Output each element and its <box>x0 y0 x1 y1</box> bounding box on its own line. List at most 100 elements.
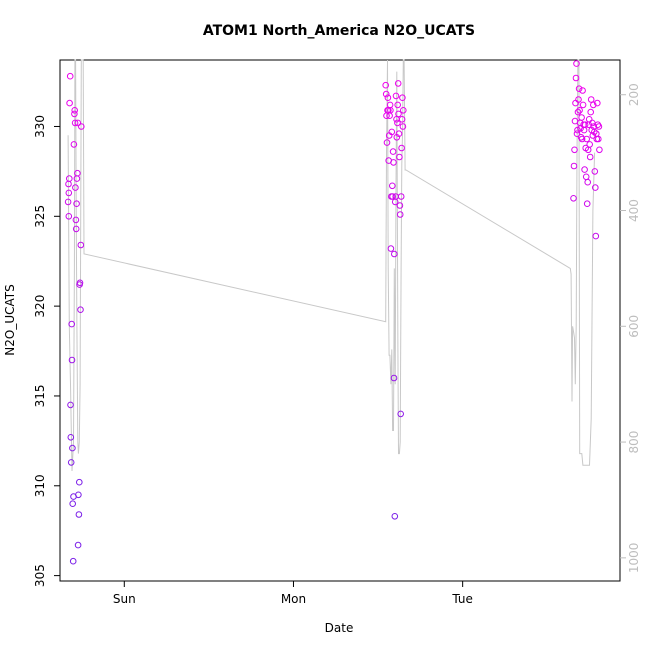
data-point <box>571 146 578 154</box>
data-point <box>578 135 586 143</box>
x-axis: Sun Mon Tue <box>113 581 473 606</box>
data-point <box>69 444 76 452</box>
data-point <box>573 130 581 137</box>
y-tick-label: 315 <box>33 385 47 408</box>
data-point <box>389 193 396 200</box>
data-point <box>399 123 407 130</box>
data-point <box>69 557 77 565</box>
data-point <box>383 139 391 146</box>
data-point <box>590 101 597 109</box>
data-point <box>78 123 85 130</box>
data-point <box>76 478 83 486</box>
data-point <box>587 96 595 103</box>
data-point <box>394 80 402 87</box>
data-point <box>396 153 403 161</box>
data-point <box>591 168 599 175</box>
data-point <box>395 130 403 137</box>
data-point <box>391 250 398 258</box>
data-point <box>574 108 582 116</box>
data-point <box>74 541 82 549</box>
data-point <box>596 146 603 154</box>
data-point <box>395 110 402 118</box>
data-point <box>399 94 406 101</box>
data-point <box>397 193 405 200</box>
data-point <box>589 132 597 139</box>
data-point <box>68 356 76 364</box>
data-point <box>392 92 400 100</box>
data-point <box>68 320 75 328</box>
data-point <box>570 162 578 170</box>
data-point <box>394 101 402 109</box>
data-point <box>66 72 74 80</box>
data-point <box>583 135 591 143</box>
data-point <box>382 81 390 89</box>
data-point <box>71 119 79 127</box>
data-point <box>71 107 78 114</box>
data-point <box>570 195 577 202</box>
chart-title: ATOM1 North_America N2O_UCATS <box>203 23 475 39</box>
y-tick-label: 325 <box>33 205 47 228</box>
data-point <box>389 148 397 155</box>
data-point <box>584 178 592 186</box>
data-point <box>583 200 591 207</box>
data-point <box>595 123 603 130</box>
data-point <box>66 175 73 182</box>
data-point <box>586 141 594 148</box>
data-point <box>396 202 404 209</box>
y-axis: 305 310 315 320 325 330 <box>33 115 60 587</box>
data-point <box>572 74 580 82</box>
data-point <box>595 135 602 143</box>
data-point <box>64 198 72 206</box>
data-point <box>396 211 404 218</box>
data-point <box>387 245 395 252</box>
data-point <box>73 200 80 207</box>
data-point <box>393 134 401 141</box>
data-point <box>75 491 82 499</box>
data-point <box>67 434 75 441</box>
data-point <box>398 144 405 152</box>
data-point <box>384 94 392 101</box>
pressure-series-line <box>67 59 596 472</box>
data-point <box>581 121 589 128</box>
data-point <box>67 459 75 466</box>
data-point <box>587 108 595 116</box>
data-point <box>382 90 390 98</box>
points-layer <box>64 60 603 565</box>
data-point <box>400 107 407 114</box>
data-point <box>77 306 84 314</box>
x-tick-label: Tue <box>451 592 473 606</box>
data-point <box>575 85 583 92</box>
data-point <box>573 60 580 67</box>
data-point <box>576 107 583 114</box>
data-point <box>70 141 78 148</box>
data-point <box>390 374 398 382</box>
y-tick-label: 330 <box>33 115 47 138</box>
x-axis-label: Date <box>325 621 354 635</box>
right-tick-label: 1000 <box>627 543 641 574</box>
right-tick-label: 400 <box>627 199 641 222</box>
data-point <box>72 225 80 233</box>
right-tick-label: 200 <box>627 83 641 106</box>
data-point <box>65 213 73 220</box>
data-point <box>579 87 586 94</box>
data-point <box>69 500 76 508</box>
data-point <box>65 189 73 197</box>
x-tick-label: Mon <box>281 592 306 606</box>
y-tick-label: 320 <box>33 295 47 318</box>
data-point <box>578 114 585 121</box>
data-point <box>76 279 84 287</box>
data-point <box>581 166 588 173</box>
data-point <box>66 99 73 107</box>
pressure-layer <box>67 59 596 472</box>
data-point <box>77 241 85 249</box>
y-tick-label: 310 <box>33 474 47 497</box>
data-point <box>591 128 598 136</box>
y-tick-label: 305 <box>33 564 47 587</box>
data-point <box>390 159 397 166</box>
x-tick-label: Sun <box>113 592 136 606</box>
right-tick-label: 600 <box>627 315 641 338</box>
y-axis-label: N2O_UCATS <box>3 284 17 355</box>
data-point <box>397 410 405 418</box>
data-point <box>74 119 82 127</box>
